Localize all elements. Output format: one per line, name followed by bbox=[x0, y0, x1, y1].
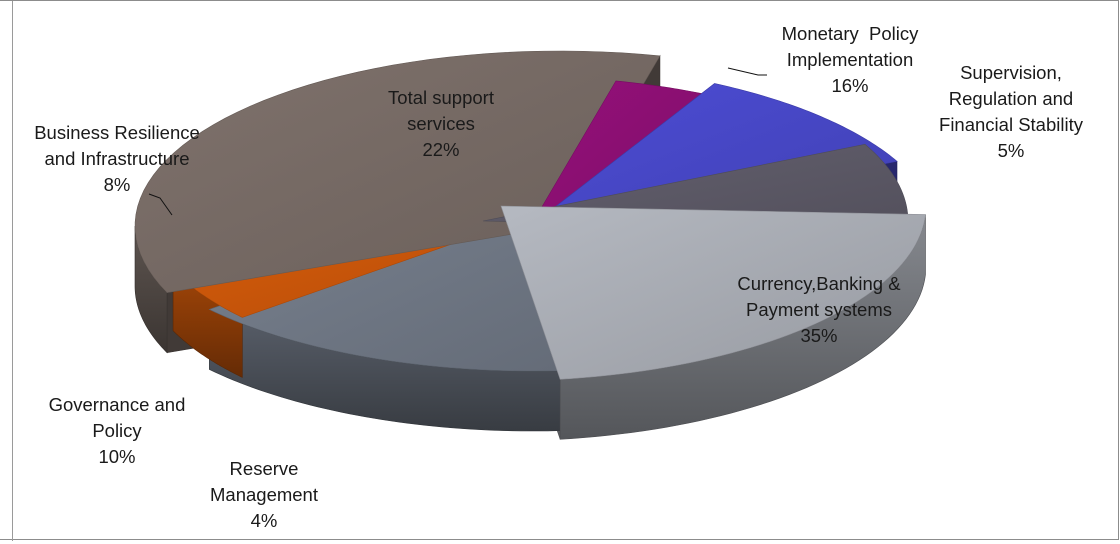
pie-slice-monetary bbox=[208, 195, 593, 372]
data-label-business-line: 8% bbox=[104, 174, 131, 195]
data-label-business: Business Resilience and Infrastructure 8% bbox=[34, 122, 200, 195]
data-label-business-line: and Infrastructure bbox=[45, 148, 190, 169]
data-label-currency: Currency,Banking & Payment systems 35% bbox=[737, 273, 901, 346]
pie-slice-support bbox=[500, 205, 926, 380]
data-label-support: Total support services 22% bbox=[388, 87, 494, 160]
data-label-monetary-line: 16% bbox=[831, 75, 868, 96]
data-label-monetary: Monetary Policy Implementation 16% bbox=[782, 23, 919, 96]
pie-slice-tops bbox=[134, 50, 926, 380]
data-label-reserve-line: Reserve bbox=[230, 458, 299, 479]
data-label-reserve-line: 4% bbox=[251, 510, 278, 531]
slice-labels: Monetary Policy Implementation 16% Supervis… bbox=[34, 23, 1084, 531]
data-label-supervision-line: Regulation and bbox=[949, 88, 1073, 109]
data-label-reserve: Reserve Management 4% bbox=[210, 458, 318, 531]
data-label-business-line: Business Resilience bbox=[34, 122, 200, 143]
data-label-currency-line: Payment systems bbox=[746, 299, 892, 320]
frame-left-rule bbox=[12, 1, 13, 541]
data-label-support-line: Total support bbox=[388, 87, 494, 108]
data-label-governance: Governance and Policy 10% bbox=[49, 394, 186, 467]
data-label-supervision-line: 5% bbox=[998, 140, 1025, 161]
data-label-currency-line: 35% bbox=[800, 325, 837, 346]
data-label-currency-line: Currency,Banking & bbox=[737, 273, 901, 294]
leader-line-monetary bbox=[727, 67, 767, 76]
data-label-governance-line: 10% bbox=[98, 446, 135, 467]
data-label-supervision: Supervision, Regulation and Financial Stab… bbox=[939, 62, 1084, 161]
data-label-governance-line: Policy bbox=[92, 420, 142, 441]
data-label-supervision-line: Supervision, bbox=[960, 62, 1062, 83]
data-label-supervision-line: Financial Stability bbox=[939, 114, 1084, 135]
data-label-support-line: 22% bbox=[422, 139, 459, 160]
leader-line-business bbox=[148, 193, 173, 216]
data-label-support-line: services bbox=[407, 113, 475, 134]
data-label-monetary-line: Monetary Policy bbox=[782, 23, 919, 44]
data-label-governance-line: Governance and bbox=[49, 394, 186, 415]
data-label-monetary-line: Implementation bbox=[787, 49, 913, 70]
pie-rims bbox=[134, 214, 926, 440]
leader-lines bbox=[148, 67, 767, 216]
pie-slice-currency bbox=[134, 50, 661, 294]
data-label-reserve-line: Management bbox=[210, 484, 318, 505]
